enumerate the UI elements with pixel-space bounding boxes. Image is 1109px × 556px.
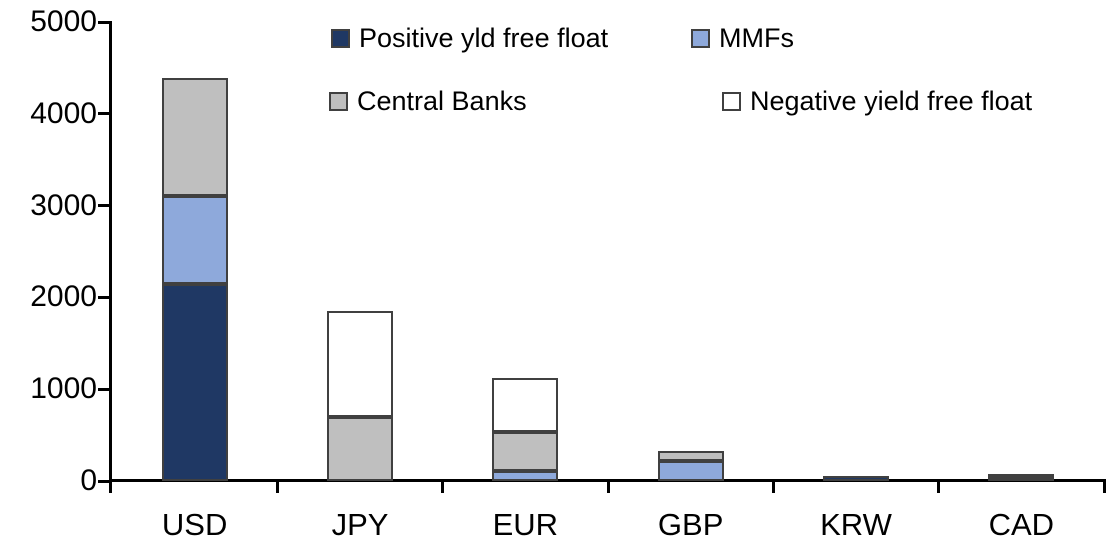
y-axis-tick-label: 5000 [30, 5, 97, 38]
x-axis-category-label: CAD [988, 507, 1055, 542]
bar-segment-gbp-1 [657, 461, 724, 481]
x-tick [771, 480, 775, 493]
legend-item-mmfs: MMFs [691, 22, 794, 53]
x-axis-category-label: GBP [657, 507, 724, 542]
y-tick [98, 387, 110, 391]
y-axis-line [109, 21, 112, 493]
x-tick [606, 480, 610, 493]
y-tick [98, 20, 110, 24]
x-tick [937, 480, 941, 493]
bar-segment-cad-2 [988, 473, 1055, 478]
x-axis-category-label: USD [161, 507, 228, 542]
legend-swatch-positive-yld-free-float [331, 28, 350, 48]
bar-segment-usd-0 [161, 283, 228, 481]
x-tick [441, 480, 445, 493]
legend-label: Positive yld free float [359, 22, 609, 53]
y-tick [98, 204, 110, 208]
bar-segment-gbp-2 [657, 450, 724, 462]
y-axis-tick-label: 2000 [30, 280, 97, 314]
x-axis-category-label: KRW [820, 507, 892, 542]
y-axis-tick-label: 0 [80, 464, 97, 497]
bar-segment-eur-2 [492, 431, 559, 472]
bar-segment-krw-0 [823, 476, 889, 481]
legend-item-negative-yield-free-float: Negative yield free float [722, 85, 1033, 116]
bar-segment-jpy-2 [327, 416, 393, 481]
y-axis-tick-label: 1000 [30, 372, 97, 406]
x-tick [1102, 480, 1106, 493]
bar-segment-usd-1 [161, 196, 228, 284]
legend-swatch-mmfs [691, 28, 710, 48]
legend-swatch-negative-yield-free-float [722, 91, 741, 111]
x-axis-category-label: EUR [492, 507, 559, 542]
y-tick [98, 479, 110, 483]
legend-label: Central Banks [357, 85, 527, 116]
legend-item-central-banks: Central Banks [329, 85, 527, 116]
y-axis-tick-label: 4000 [30, 96, 97, 130]
x-tick [275, 480, 279, 493]
y-axis-tick-label: 3000 [30, 188, 97, 222]
bar-segment-jpy-3 [327, 311, 393, 417]
legend-label: MMFs [719, 22, 794, 53]
legend-swatch-central-banks [329, 91, 348, 111]
bar-segment-usd-2 [161, 77, 228, 197]
legend-item-positive-yld-free-float: Positive yld free float [331, 22, 609, 53]
legend-label: Negative yield free float [750, 85, 1033, 116]
bar-segment-cad-0 [988, 477, 1055, 482]
y-tick [98, 295, 110, 299]
bar-segment-eur-3 [492, 378, 559, 432]
x-axis-category-label: JPY [331, 507, 389, 542]
y-tick [98, 112, 110, 116]
bar-segment-eur-1 [492, 471, 559, 481]
